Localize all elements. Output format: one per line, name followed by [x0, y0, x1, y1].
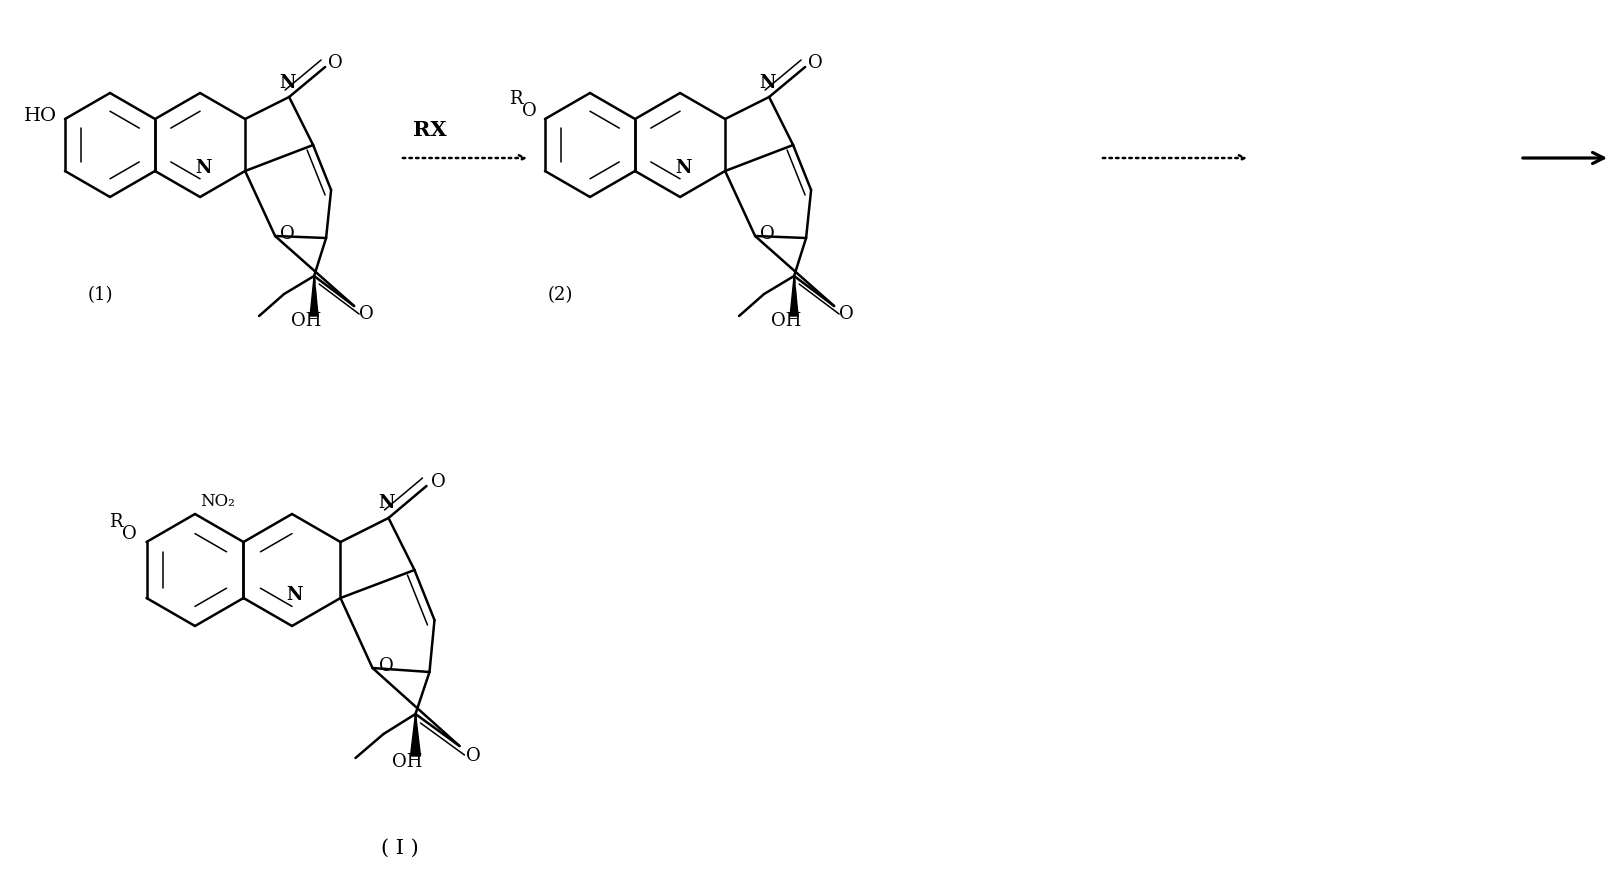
Text: OH: OH [771, 312, 802, 330]
Text: O: O [328, 54, 342, 72]
Text: O: O [523, 102, 537, 120]
Text: N: N [195, 160, 211, 177]
Text: OH: OH [393, 753, 422, 771]
Text: O: O [466, 747, 480, 765]
Text: N: N [287, 587, 304, 604]
Text: O: O [359, 305, 373, 323]
Text: O: O [808, 54, 823, 72]
Text: O: O [380, 657, 394, 675]
Text: N: N [760, 74, 776, 92]
Text: O: O [432, 473, 446, 491]
Text: OH: OH [291, 312, 321, 330]
Text: N: N [279, 74, 295, 92]
Text: R: R [510, 90, 523, 108]
Text: N: N [675, 160, 691, 177]
Text: O: O [122, 525, 136, 543]
Text: (2): (2) [547, 286, 573, 304]
Text: N: N [378, 494, 394, 512]
Polygon shape [411, 714, 420, 756]
Text: ( I ): ( I ) [381, 839, 419, 857]
Text: O: O [839, 305, 854, 323]
Polygon shape [310, 276, 318, 316]
Polygon shape [790, 276, 799, 316]
Text: RX: RX [414, 120, 446, 140]
Text: NO₂: NO₂ [200, 494, 235, 511]
Text: (1): (1) [88, 286, 112, 304]
Text: O: O [279, 225, 294, 243]
Text: HO: HO [24, 107, 57, 125]
Text: R: R [109, 513, 122, 531]
Text: O: O [760, 225, 774, 243]
